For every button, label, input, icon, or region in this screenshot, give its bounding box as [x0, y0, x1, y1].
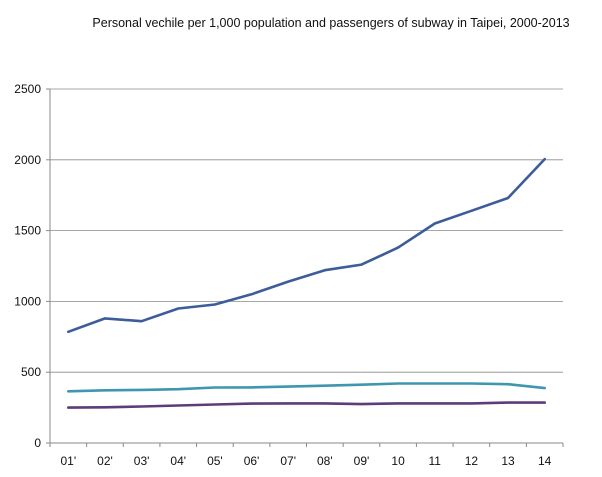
- x-tick-label: 01': [61, 454, 77, 468]
- x-tick-label: 07': [280, 454, 296, 468]
- y-tick-label: 2000: [14, 153, 41, 167]
- x-tick-label: 08': [317, 454, 333, 468]
- axes: [46, 88, 564, 447]
- series-line-2: [67, 382, 547, 393]
- series-lines: [67, 157, 547, 409]
- series-line-1: [67, 157, 547, 334]
- series-line-3: [67, 401, 547, 409]
- x-tick-label: 14: [538, 454, 552, 468]
- x-tick-label: 03': [134, 454, 150, 468]
- x-tick-label: 11: [429, 454, 442, 468]
- x-tick-label: 06': [244, 454, 260, 468]
- x-tick-label: 10: [391, 454, 405, 468]
- chart-title: Personal vechile per 1,000 population an…: [92, 16, 570, 30]
- y-tick-label: 0: [34, 436, 41, 450]
- x-tick-label: 12: [465, 454, 479, 468]
- x-tick-label: 05': [207, 454, 223, 468]
- y-tick-label: 1000: [14, 294, 41, 308]
- x-tick-label: 02': [97, 454, 113, 468]
- tick-labels: 0 500 1000 1500 2000 2500 01' 02' 03' 04' 05' 06' 07…: [14, 82, 551, 468]
- y-tick-label: 1500: [14, 224, 41, 238]
- y-tick-label: 500: [21, 365, 41, 379]
- x-tick-label: 13: [501, 454, 515, 468]
- gridlines: [50, 88, 563, 373]
- x-tick-label: 09': [354, 454, 370, 468]
- x-tick-label: 04': [170, 454, 186, 468]
- y-tick-label: 2500: [14, 82, 41, 96]
